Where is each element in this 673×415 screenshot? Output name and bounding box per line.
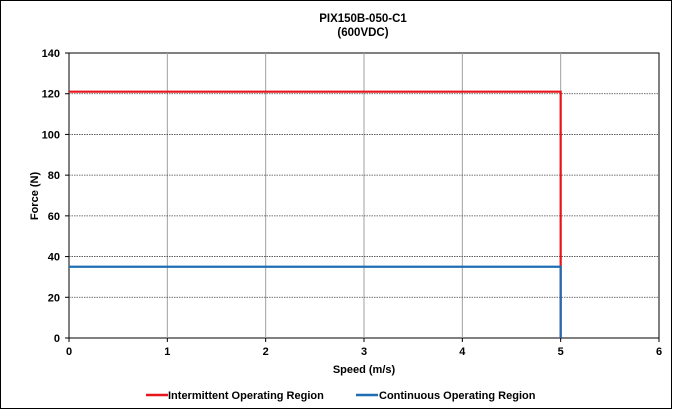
x-tick-label: 4	[459, 346, 466, 358]
y-tick-label: 140	[42, 48, 60, 60]
y-tick-label: 0	[54, 333, 60, 345]
y-tick-label: 40	[48, 252, 60, 264]
y-tick-label: 20	[48, 292, 60, 304]
y-tick-label: 60	[48, 211, 60, 223]
x-tick-label: 1	[164, 346, 170, 358]
legend-label-continuous: Continuous Operating Region	[379, 390, 536, 402]
y-tick-label: 120	[42, 89, 60, 101]
series-group	[69, 90, 562, 338]
legend-label-intermittent: Intermittent Operating Region	[168, 390, 324, 402]
legend: Intermittent Operating Region Continuous …	[146, 390, 536, 402]
x-tick-label: 2	[263, 346, 269, 358]
chart-title: PIX150B-050-C1	[319, 13, 407, 25]
continuous-region-line	[69, 265, 562, 338]
x-tick-label: 6	[656, 346, 662, 358]
y-tick-label: 100	[42, 129, 60, 141]
chart-subtitle: (600VDC)	[337, 27, 388, 39]
x-axis-title: Speed (m/s)	[333, 364, 396, 376]
x-tick-label: 5	[558, 346, 564, 358]
y-tick-label: 80	[48, 170, 60, 182]
y-axis-title: Force (N)	[29, 172, 41, 221]
x-tick-label: 0	[66, 346, 72, 358]
x-tick-label: 3	[361, 346, 367, 358]
grid	[69, 53, 659, 338]
intermittent-region-line	[69, 90, 562, 338]
